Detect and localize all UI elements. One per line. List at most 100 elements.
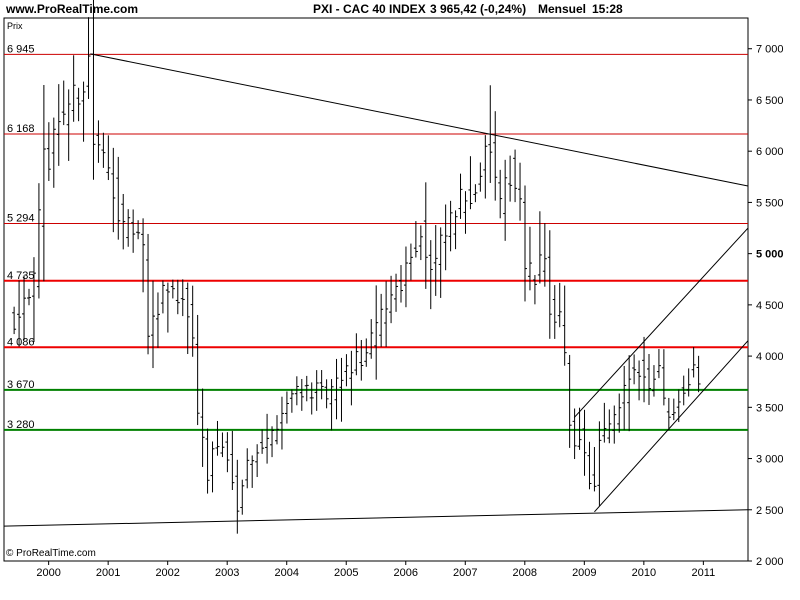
ohlc-bar [106,135,111,181]
y-tick-label: 4 500 [756,300,784,312]
ohlc-bar [334,358,339,420]
quote-value: 3 965,42 (-0,24%) [430,2,527,16]
ohlc-bar [527,226,532,291]
ohlc-bar [661,349,666,406]
ohlc-bar [324,379,329,409]
y-tick-label: 6 000 [756,146,784,158]
ohlc-bar [71,55,76,122]
ohlc-bar [165,282,170,333]
ohlc-bar [468,156,473,210]
ohlc-bar [651,365,656,397]
site-name: www.ProRealTime.com [6,2,139,16]
ohlc-bar [448,200,453,252]
ohlc-bar [220,432,225,458]
x-tick-label: 2003 [215,567,239,579]
ohlc-bar [230,430,235,491]
ohlc-bar [304,375,309,402]
ohlc-bar [41,85,46,282]
ohlc-bar [493,111,498,201]
trendline [573,227,749,418]
ohlc-bar [646,353,651,405]
ohlc-bar [513,149,518,203]
ohlc-bar [339,357,344,422]
ohlc-bar [51,117,56,188]
y-tick-label: 6 500 [756,95,784,107]
ohlc-bar [557,282,562,328]
ohlc-bar [552,285,557,339]
x-tick-label: 2007 [453,567,477,579]
level-label: 4 735 [7,270,35,282]
ohlc-bar [126,209,131,247]
level-label: 6 945 [7,43,35,55]
ohlc-bar [547,230,552,339]
ohlc-bar [245,448,250,489]
ohlc-bar [56,84,61,166]
level-label: 3 670 [7,379,35,391]
x-axis: 2000 2001 2002 2003 2004 2005 2006 2007 2008 2009… [36,561,715,579]
ohlc-bar [473,184,478,203]
ohlc-bar [572,408,577,460]
ohlc-bar [46,122,51,181]
y-tick-label: 4 000 [756,351,784,363]
ohlc-bar [195,314,200,426]
level-label: 3 280 [7,419,35,431]
ohlc-bar [155,292,160,348]
ohlc-bar [567,354,572,448]
ohlc-bar [26,288,31,306]
ohlc-bar [150,280,155,369]
time-label: 15:28 [592,2,623,16]
ohlc-bar [91,0,96,180]
ohlc-bar [289,389,294,413]
ohlc-bar [349,350,354,406]
ohlc-bar [384,281,389,347]
ohlc-bar [696,355,701,393]
ohlc-bar [379,293,384,347]
y-tick-label: 3 000 [756,454,784,466]
ohlc-bar [423,182,428,289]
ohlc-bar [101,132,106,168]
ohlc-bar [190,285,195,357]
trendline [3,509,749,527]
ohlc-bar [542,223,547,287]
ohlc-bar [617,393,622,433]
ohlc-bar [602,402,607,443]
ohlc-bar [200,388,205,467]
ohlc-bar [265,413,270,464]
ohlc-bar [354,333,359,376]
ohlc-bar [577,407,582,450]
ohlc-bar [398,265,403,303]
ohlc-bar [403,246,408,308]
ohlc-bar [686,368,691,397]
ohlc-bar [627,355,632,432]
ohlc-bar [691,347,696,378]
ohlc-bar [642,336,647,403]
y-tick-label: 5 000 [756,249,784,261]
ohlc-bar [235,459,240,534]
ohlc-bar [225,432,230,473]
ohlc-bar [522,185,527,302]
ohlc-bar [260,429,265,454]
ohlc-bar [116,156,121,240]
ohlc-bar [294,376,299,406]
x-tick-label: 2001 [96,567,120,579]
ohlc-bar [389,275,394,324]
ohlc-bar [131,209,136,253]
level-label: 4 086 [7,336,35,348]
ohlc-bar [314,370,319,411]
ohlc-bar [170,279,175,299]
ohlc-bar [374,285,379,380]
ohlc-bar [532,275,537,305]
ohlc-bar [488,85,493,183]
ohlc-bar [309,382,314,415]
ohlc-bar [592,447,597,492]
x-tick-label: 2009 [572,567,596,579]
ohlc-bar [274,415,279,445]
ohlc-bar [344,354,349,387]
ohlc-bar [136,220,141,240]
ohlc-bar [671,398,676,421]
ohlc-bar [458,173,463,219]
instrument-name: PXI - CAC 40 INDEX [313,2,426,16]
y-tick-label: 2 500 [756,505,784,517]
ohlc-bar [597,421,602,506]
